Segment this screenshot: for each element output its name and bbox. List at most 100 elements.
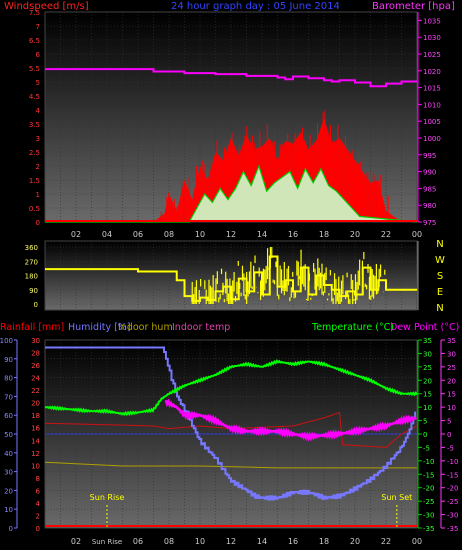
x-tick-label: 08 xyxy=(164,537,174,546)
panel2-marks xyxy=(45,247,417,304)
humidity-tick-label: 90 xyxy=(4,356,13,364)
humidity-tick-label: 70 xyxy=(4,393,13,401)
dewpoint-tick-label: 25 xyxy=(447,364,456,372)
rainfall-tick-label: 26 xyxy=(31,362,40,370)
x-tick-label: 10 xyxy=(195,230,205,239)
windspeed-tick-label: 4 xyxy=(36,107,41,115)
barometer-tick-label: 990 xyxy=(423,169,436,177)
barometer-tick-label: 1030 xyxy=(423,34,441,42)
barometer-tick-label: 980 xyxy=(423,202,436,210)
x-tick-label: 10 xyxy=(195,537,205,546)
panel1-marks xyxy=(45,68,418,223)
temperature-tick-label: -10 xyxy=(423,458,434,466)
temperature-tick-label: -30 xyxy=(423,512,434,520)
x-tick-label: 04 xyxy=(102,230,112,239)
barometer-tick-label: 985 xyxy=(423,185,436,193)
barometer-line xyxy=(45,68,417,88)
rainfall-tick-label: 2 xyxy=(36,512,40,520)
dewpoint-tick-label: 10 xyxy=(447,404,456,412)
indoor-temp-line xyxy=(44,411,418,448)
sunset-label: Sun Set xyxy=(381,493,412,502)
dewpoint-tick-label: -5 xyxy=(447,444,454,452)
sunrise-label: Sun Rise xyxy=(90,493,125,502)
rainfall-tick-label: 16 xyxy=(31,425,40,433)
x-tick-label: 14 xyxy=(257,230,267,239)
legend-item: Humidity [%] xyxy=(68,322,131,333)
dewpoint-line xyxy=(164,398,417,443)
windspeed-tick-label: 0 xyxy=(36,219,40,227)
windspeed-tick-label: 3.5 xyxy=(29,121,40,129)
humidity-tick-label: 40 xyxy=(4,450,13,458)
dewpoint-tick-label: -15 xyxy=(447,471,458,479)
compass-label: S xyxy=(437,271,443,282)
windspeed-tick-label: 4.5 xyxy=(29,93,40,101)
temperature-tick-label: -5 xyxy=(423,444,430,452)
dewpoint-tick-label: 20 xyxy=(447,377,456,385)
x-tick-label: 20 xyxy=(350,230,360,239)
direction-tick-label: 270 xyxy=(25,258,38,266)
rainfall-tick-label: 14 xyxy=(31,437,40,445)
temperature-tick-label: 10 xyxy=(423,404,432,412)
panel3-marks: Sun Rise Sun Set xyxy=(44,346,418,528)
rainfall-tick-label: 4 xyxy=(36,500,41,508)
dewpoint-axis: -35 -30 -25 -20 -15 -10 -5 0 5 10 15 20 25 30 35 xyxy=(440,337,458,533)
rainfall-tick-label: 12 xyxy=(31,450,40,458)
windspeed-tick-label: 7.5 xyxy=(29,9,40,17)
x-tick-label: 16 xyxy=(288,230,298,239)
humidity-tick-label: 30 xyxy=(4,469,13,477)
legend-item: Dew Point (°C) xyxy=(390,322,459,333)
legend-item: Indoor temp xyxy=(172,322,230,333)
x-tick-label: 18 xyxy=(319,230,329,239)
barometer-tick-label: 1000 xyxy=(423,135,441,143)
temperature-tick-label: 35 xyxy=(423,337,432,345)
indoor-humidity-line xyxy=(44,461,417,469)
panel3-x-axis: 02 Sun Rise 06 08 10 12 14 16 18 20 22 00 xyxy=(71,537,422,546)
x-tick-label: 12 xyxy=(226,230,236,239)
direction-tick-label: 0 xyxy=(34,301,38,309)
temperature-tick-label: 0 xyxy=(423,431,427,439)
panel1-x-axis: 02 04 06 08 10 12 14 16 18 20 22 00 xyxy=(71,230,422,239)
dewpoint-tick-label: -35 xyxy=(447,525,458,533)
gust-area xyxy=(45,166,417,222)
compass-label: N xyxy=(436,239,443,250)
temperature-tick-label: 5 xyxy=(423,418,427,426)
humidity-tick-label: 100 xyxy=(0,337,13,345)
windspeed-tick-label: 2 xyxy=(36,163,40,171)
x-tick-label: 00 xyxy=(412,537,422,546)
dewpoint-tick-label: -10 xyxy=(447,458,458,466)
temperature-axis: -35 -30 -25 -20 -15 -10 -5 0 5 10 15 20 25 30 35 xyxy=(417,337,434,533)
x-tick-label: 14 xyxy=(257,537,267,546)
x-tick-label: 02 xyxy=(71,230,81,239)
dewpoint-tick-label: -20 xyxy=(447,485,458,493)
rainfall-tick-label: 6 xyxy=(36,487,41,495)
rainfall-tick-label: 24 xyxy=(31,375,40,383)
barometer-axis: 975 980 985 990 995 1000 1005 1010 1015 1020 1025 1… xyxy=(417,12,441,227)
wind-baro-panel: 00.511.522.533.544.555.566.577.5 9759809… xyxy=(4,1,455,239)
rainfall-tick-label: 20 xyxy=(31,400,40,408)
legend-item: Rainfall [mm] xyxy=(0,322,64,333)
temperature-tick-label: -35 xyxy=(423,525,434,533)
x-tick-label: 02 xyxy=(71,537,81,546)
temperature-tick-label: -15 xyxy=(423,471,434,479)
x-tick-label: 20 xyxy=(350,537,360,546)
rainfall-tick-label: 8 xyxy=(36,475,40,483)
dewpoint-tick-label: 30 xyxy=(447,350,456,358)
x-tick-label: 18 xyxy=(319,537,329,546)
direction-tick-label: 180 xyxy=(25,273,38,281)
x-tick-label: 16 xyxy=(288,537,298,546)
humidity-axis: 0 10 20 30 40 50 60 70 80 90 100 xyxy=(0,337,18,533)
x-tick-label: 08 xyxy=(164,230,174,239)
temperature-line xyxy=(44,359,418,417)
x-tick-label: 06 xyxy=(133,230,143,239)
temperature-tick-label: -20 xyxy=(423,485,434,493)
x-tick-label: 22 xyxy=(381,230,391,239)
rainfall-tick-label: 30 xyxy=(31,337,40,345)
x-tick-label: 06 xyxy=(133,537,143,546)
windspeed-tick-label: 6 xyxy=(36,51,41,59)
dewpoint-tick-label: 0 xyxy=(447,431,451,439)
humidity-tick-label: 10 xyxy=(4,506,13,514)
